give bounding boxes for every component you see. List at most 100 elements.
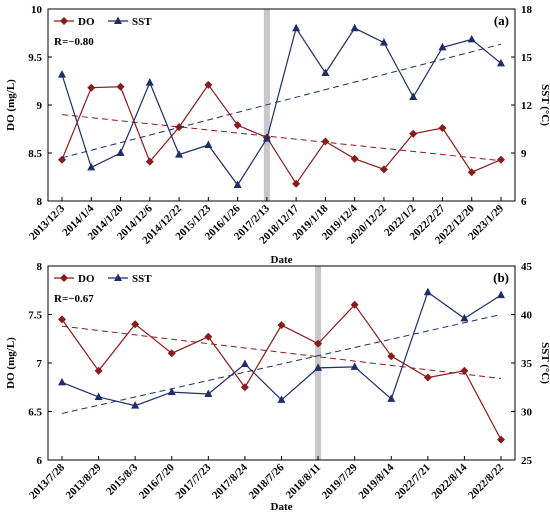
data-point-do bbox=[204, 332, 213, 341]
data-point-sst bbox=[94, 392, 103, 400]
legend-label-sst: SST bbox=[132, 273, 152, 285]
data-point-do bbox=[292, 179, 301, 188]
data-point-do bbox=[233, 121, 242, 130]
data-point-do bbox=[131, 320, 140, 329]
data-point-do bbox=[116, 82, 125, 91]
data-point-do bbox=[438, 124, 447, 133]
y-right-tick-label: 35 bbox=[521, 358, 533, 370]
x-tick-label: 2013/8/29 bbox=[64, 461, 104, 501]
legend-marker-sst bbox=[114, 16, 122, 24]
data-point-sst bbox=[58, 70, 66, 78]
trend-line-sst bbox=[61, 43, 502, 159]
y-left-tick-label: 8 bbox=[37, 196, 43, 208]
data-point-sst bbox=[497, 290, 505, 299]
data-point-do bbox=[460, 366, 469, 375]
data-point-do bbox=[145, 157, 154, 166]
series-do bbox=[58, 300, 505, 444]
data-point-sst bbox=[240, 359, 249, 367]
data-point-do bbox=[350, 300, 359, 309]
y-left-tick-label: 8.5 bbox=[28, 148, 42, 160]
data-point-do bbox=[58, 315, 66, 324]
y-right-tick-label: 18 bbox=[521, 4, 533, 16]
x-tick-label: 2018/7/26 bbox=[247, 461, 287, 501]
data-point-sst bbox=[379, 38, 388, 46]
data-point-sst bbox=[116, 148, 125, 156]
y-left-tick-label: 9 bbox=[37, 100, 43, 112]
y-right-tick-label: 9 bbox=[521, 148, 527, 160]
y-left-tick-label: 6 bbox=[37, 455, 43, 467]
y-left-tick-label: 7.5 bbox=[28, 310, 42, 322]
legend: DO SST bbox=[54, 16, 152, 28]
data-point-sst bbox=[167, 387, 176, 396]
x-tick-label: 2022/7/21 bbox=[393, 462, 433, 502]
y-left-axis-label: DO (mg/L) bbox=[5, 79, 17, 131]
data-point-sst bbox=[58, 377, 66, 386]
y-left-tick-label: 7 bbox=[37, 358, 43, 370]
x-axis-label: Date bbox=[271, 501, 293, 513]
series-line-sst bbox=[61, 291, 502, 407]
y-right-tick-label: 45 bbox=[521, 261, 533, 273]
data-point-sst bbox=[438, 42, 447, 51]
data-point-do bbox=[87, 83, 96, 92]
data-point-sst bbox=[467, 34, 476, 43]
y-right-tick-label: 40 bbox=[521, 310, 533, 322]
plot-frame bbox=[47, 265, 516, 461]
series-line-sst bbox=[61, 26, 502, 187]
series-line-do bbox=[61, 83, 502, 185]
y-left-axis-label: DO (mg/L) bbox=[5, 337, 17, 389]
data-point-do bbox=[387, 352, 396, 361]
legend-label-do: DO bbox=[78, 16, 95, 28]
x-axis-label: Date bbox=[271, 254, 293, 266]
x-tick-label: 2017/7/23 bbox=[173, 461, 213, 501]
chart-panel-a: 88.599.510691215182013/12/32014/1/42014/… bbox=[5, 4, 550, 266]
data-point-do bbox=[467, 168, 476, 177]
data-point-do bbox=[409, 129, 418, 138]
plot-frame bbox=[47, 8, 516, 202]
data-point-sst bbox=[350, 23, 359, 32]
legend-marker-sst bbox=[114, 273, 122, 281]
series-sst bbox=[58, 287, 505, 414]
data-point-sst bbox=[87, 162, 96, 171]
legend-label-sst: SST bbox=[132, 16, 152, 28]
y-left-tick-label: 9.5 bbox=[28, 52, 42, 64]
x-tick-label: 2022/8/14 bbox=[429, 461, 469, 501]
panel-label: (b) bbox=[493, 270, 509, 285]
x-tick-label: 2017/8/24 bbox=[210, 461, 250, 501]
data-point-do bbox=[497, 155, 505, 164]
y-left-tick-label: 8 bbox=[37, 261, 43, 273]
data-point-sst bbox=[314, 363, 323, 371]
trend-line-do bbox=[61, 114, 502, 162]
y-right-axis-label: SST (°C) bbox=[539, 84, 550, 126]
data-point-do bbox=[350, 154, 359, 163]
data-point-sst bbox=[460, 313, 469, 322]
x-tick-label: 2015/8/3 bbox=[104, 461, 140, 497]
data-point-sst bbox=[292, 23, 301, 32]
data-point-sst bbox=[204, 389, 213, 398]
y-right-tick-label: 12 bbox=[521, 100, 533, 112]
data-point-sst bbox=[409, 92, 418, 100]
correlation-annotation: R=−0.80 bbox=[54, 36, 94, 48]
data-point-sst bbox=[277, 395, 286, 403]
x-tick-label: 2022/8/22 bbox=[466, 461, 506, 501]
y-right-tick-label: 6 bbox=[521, 196, 527, 208]
series-sst bbox=[58, 23, 505, 188]
legend-marker-do bbox=[60, 274, 68, 282]
data-point-do bbox=[379, 165, 388, 174]
x-tick-label: 2013/12/3 bbox=[27, 202, 67, 242]
data-point-sst bbox=[423, 287, 432, 296]
y-right-axis-label: SST (°C) bbox=[539, 342, 550, 384]
data-point-do bbox=[240, 383, 249, 392]
data-point-sst bbox=[131, 401, 140, 409]
trend-line-do bbox=[61, 325, 502, 380]
legend-label-do: DO bbox=[78, 273, 95, 285]
data-point-do bbox=[321, 137, 330, 146]
y-left-tick-label: 10 bbox=[31, 4, 43, 16]
y-right-tick-label: 30 bbox=[521, 407, 533, 419]
x-tick-label: 2013/7/28 bbox=[27, 461, 67, 501]
data-point-sst bbox=[497, 58, 505, 67]
y-right-tick-label: 15 bbox=[521, 52, 533, 64]
data-point-sst bbox=[262, 134, 271, 142]
data-point-sst bbox=[387, 394, 396, 402]
data-point-do bbox=[94, 366, 103, 375]
